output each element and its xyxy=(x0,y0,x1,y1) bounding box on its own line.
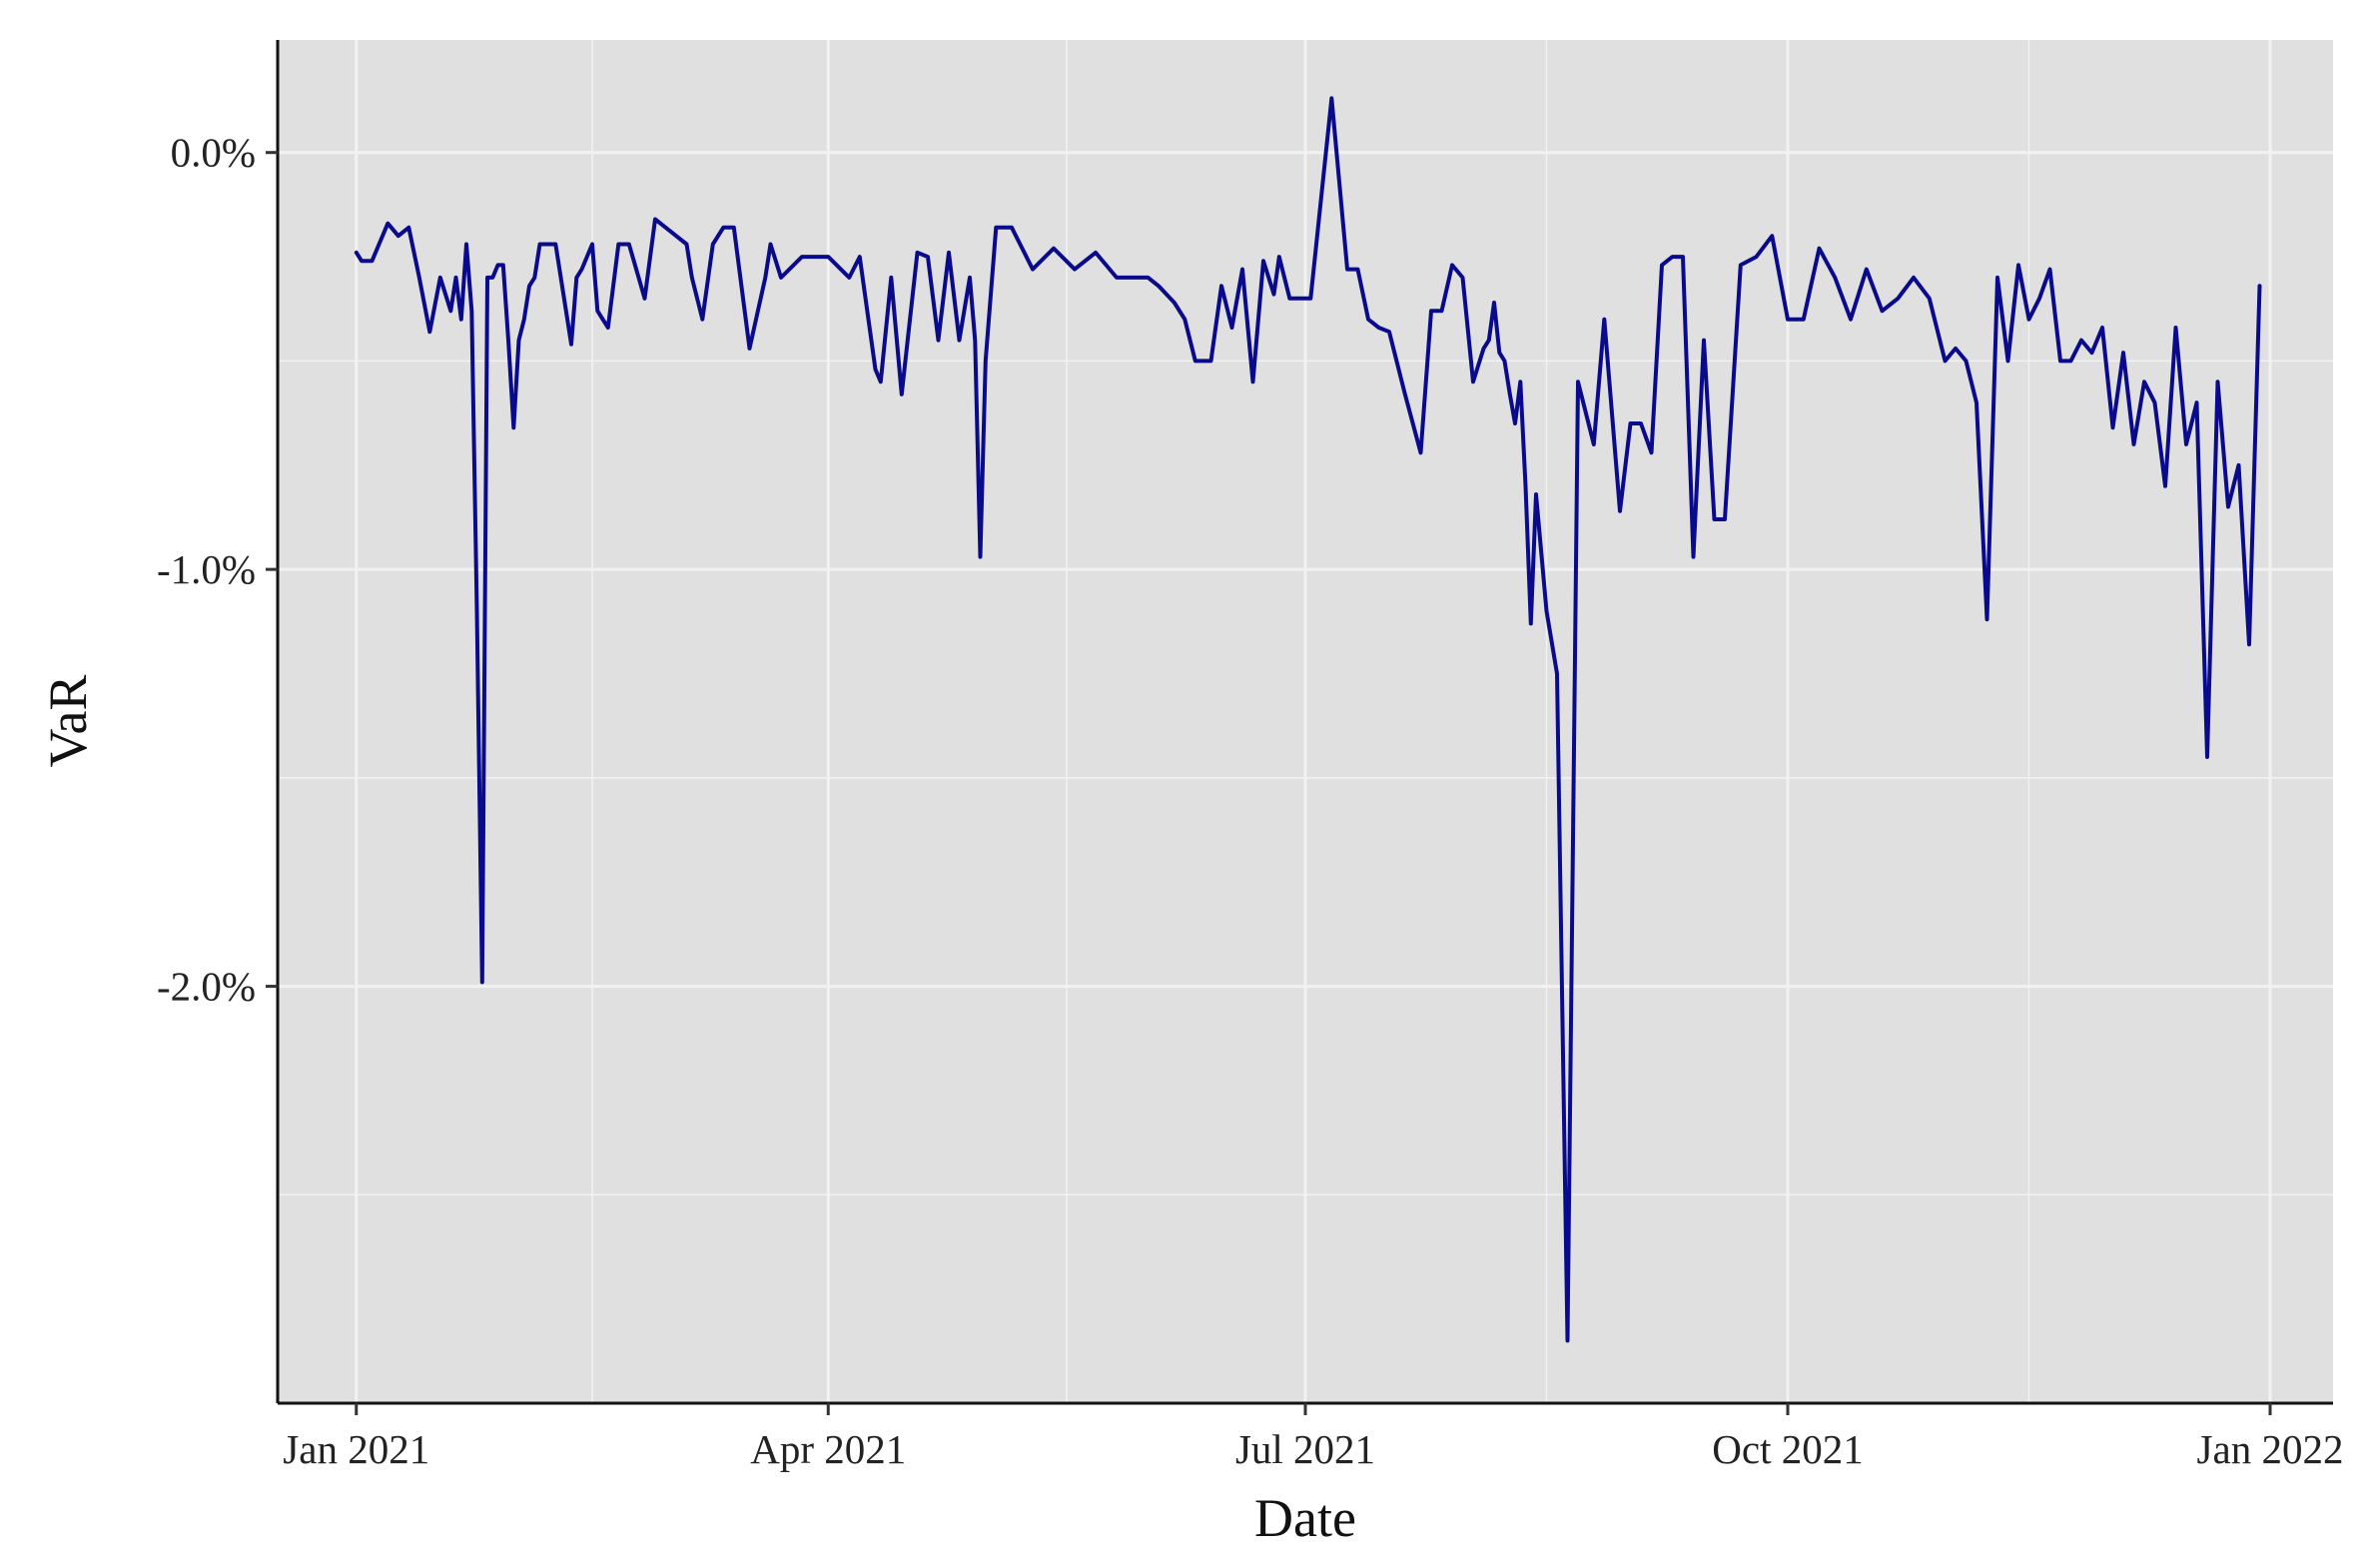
x-tick-label: Jan 2021 xyxy=(283,1426,429,1472)
x-tick-label: Oct 2021 xyxy=(1712,1426,1863,1472)
axis-ticks: Jan 2021 Apr 2021 Jul 2021 Oct 2021 Jan 2022… xyxy=(157,130,2344,1472)
x-tick-label: Apr 2021 xyxy=(750,1426,906,1472)
y-tick-label: 0.0% xyxy=(171,130,256,176)
x-tick-label: Jul 2021 xyxy=(1235,1426,1375,1472)
x-axis-title: Date xyxy=(1254,1488,1356,1548)
y-axis-title: VaR xyxy=(38,675,98,768)
var-series-line xyxy=(354,96,2262,1343)
x-tick-label: Jan 2022 xyxy=(2197,1426,2344,1472)
y-tick-label: -2.0% xyxy=(157,964,256,1010)
y-tick-label: -1.0% xyxy=(157,546,256,592)
